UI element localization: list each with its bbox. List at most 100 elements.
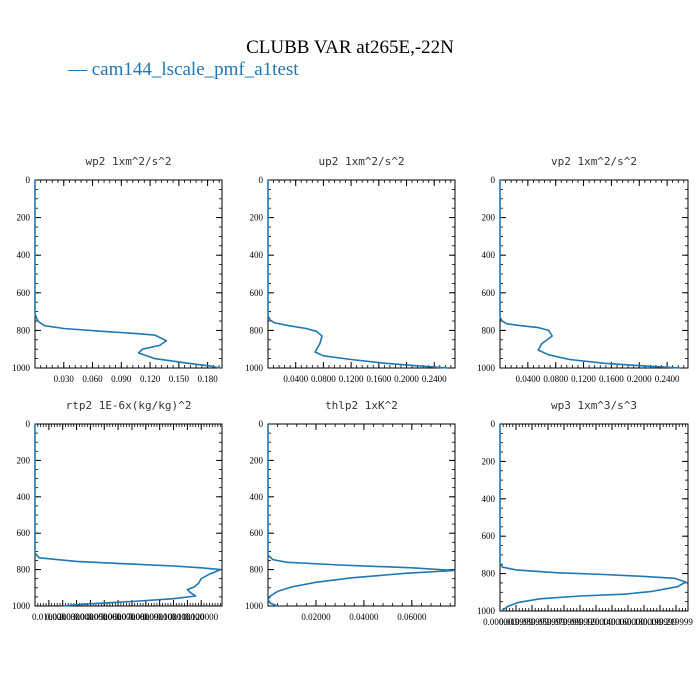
plot-frame bbox=[267, 423, 456, 607]
y-tick-label: 800 bbox=[482, 325, 496, 335]
y-tick-label: 400 bbox=[17, 250, 31, 260]
x-tick-label: 0.0400 bbox=[515, 374, 540, 384]
x-tick-label: 0.120000 bbox=[579, 617, 613, 627]
plot-frame bbox=[34, 423, 223, 607]
x-tick-label: 0.06000 bbox=[397, 612, 427, 622]
y-tick-label: 200 bbox=[250, 455, 264, 465]
chart-panel: vp2 1xm^2/s^2 0 200 400 600 800 1000 0.0400 0.08… bbox=[477, 155, 689, 384]
x-tick-label: 0.0400 bbox=[283, 374, 308, 384]
y-tick-label: 400 bbox=[17, 492, 31, 502]
y-tick-label: 0 bbox=[26, 175, 31, 185]
y-tick-label: 1000 bbox=[12, 601, 31, 611]
x-tick-label: 0.120000 bbox=[184, 612, 218, 622]
x-tick-label: 0.079999 bbox=[547, 617, 581, 627]
y-tick-label: 0 bbox=[491, 175, 496, 185]
x-tick-label: 0.1600 bbox=[366, 374, 391, 384]
x-tick-label: 0.110000 bbox=[171, 612, 205, 622]
x-tick-label: 0.180 bbox=[197, 374, 218, 384]
y-tick-label: 400 bbox=[482, 494, 496, 504]
x-tick-label: 0.010000 bbox=[32, 612, 66, 622]
x-tick-label: 0.059999 bbox=[531, 617, 565, 627]
y-tick-label: 200 bbox=[250, 213, 264, 223]
x-tick-label: 0.2000 bbox=[627, 374, 652, 384]
y-tick-label: 1000 bbox=[245, 363, 264, 373]
chart-panel: up2 1xm^2/s^2 0 200 400 600 800 1000 0.0400 0.08… bbox=[245, 155, 456, 384]
y-tick-label: 600 bbox=[17, 288, 31, 298]
y-tick-label: 800 bbox=[250, 325, 264, 335]
x-tick-label: 0.1200 bbox=[571, 374, 596, 384]
y-tick-label: 800 bbox=[250, 565, 264, 575]
x-tick-label: 0.219999 bbox=[659, 617, 693, 627]
plot-frame bbox=[499, 179, 689, 369]
x-tick-label: 0.020000 bbox=[46, 612, 80, 622]
y-tick-label: 600 bbox=[482, 288, 496, 298]
legend-line-icon: — bbox=[68, 59, 92, 80]
x-tick-label: 0.120 bbox=[140, 374, 161, 384]
x-tick-label: 0.150 bbox=[169, 374, 190, 384]
x-tick-label: 0.1600 bbox=[599, 374, 624, 384]
x-tick-label: 0.2400 bbox=[655, 374, 680, 384]
plot-frame bbox=[499, 423, 689, 612]
series-line bbox=[499, 180, 682, 369]
x-tick-label: 0.070000 bbox=[115, 612, 149, 622]
y-tick-label: 800 bbox=[17, 325, 31, 335]
y-tick-label: 0 bbox=[259, 175, 264, 185]
y-tick-label: 800 bbox=[482, 569, 496, 579]
y-tick-label: 600 bbox=[17, 528, 31, 538]
panel-title: vp2 1xm^2/s^2 bbox=[551, 155, 637, 168]
y-tick-label: 600 bbox=[250, 528, 264, 538]
x-tick-label: 0.1200 bbox=[339, 374, 364, 384]
plot-frame bbox=[267, 179, 456, 369]
x-tick-label: 0.100000 bbox=[157, 612, 191, 622]
y-tick-label: 600 bbox=[482, 531, 496, 541]
y-tick-label: 400 bbox=[250, 250, 264, 260]
chart-panel: rtp2 1E-6x(kg/kg)^2 0 200 400 600 800 10000.01… bbox=[12, 399, 223, 622]
chart-panel: thlp2 1xK^2 0 200 400 600 800 1000 0.02000 0.040… bbox=[245, 399, 456, 622]
panel-title: up2 1xm^2/s^2 bbox=[318, 155, 404, 168]
chart-panel: wp2 1xm^2/s^2 0 200 400 600 800 1000 0.030 0.060… bbox=[12, 155, 223, 384]
y-tick-label: 400 bbox=[482, 250, 496, 260]
x-tick-label: 0.090 bbox=[111, 374, 132, 384]
x-tick-label: 0.04000 bbox=[349, 612, 379, 622]
y-tick-label: 200 bbox=[482, 213, 496, 223]
x-tick-label: 0.0800 bbox=[311, 374, 336, 384]
panel-title: rtp2 1E-6x(kg/kg)^2 bbox=[66, 399, 192, 412]
y-tick-label: 200 bbox=[482, 456, 496, 466]
x-tick-label: 0.140000 bbox=[595, 617, 629, 627]
series-line bbox=[34, 424, 222, 607]
x-tick-label: 0.030 bbox=[54, 374, 75, 384]
x-tick-label: 0.02000 bbox=[301, 612, 331, 622]
series-line bbox=[267, 424, 456, 607]
x-tick-label: 0.2400 bbox=[422, 374, 447, 384]
x-tick-label: 0.039999 bbox=[515, 617, 549, 627]
x-tick-label: 0.0800 bbox=[543, 374, 568, 384]
x-tick-label: 0.080000 bbox=[129, 612, 163, 622]
x-tick-label: 0.060000 bbox=[101, 612, 135, 622]
panel-title: wp2 1xm^2/s^2 bbox=[85, 155, 171, 168]
x-tick-label: 0.180000 bbox=[627, 617, 661, 627]
series-line bbox=[267, 180, 449, 369]
x-tick-label: 0.030000 bbox=[60, 612, 94, 622]
x-tick-label: 0.040000 bbox=[74, 612, 108, 622]
y-tick-label: 0 bbox=[26, 419, 31, 429]
x-tick-label: 0.2000 bbox=[394, 374, 419, 384]
x-tick-label: 0.000000 bbox=[483, 617, 517, 627]
y-tick-label: 400 bbox=[250, 492, 264, 502]
x-tick-label: 0.090000 bbox=[143, 612, 177, 622]
y-tick-label: 1000 bbox=[477, 606, 496, 616]
y-tick-label: 1000 bbox=[12, 363, 31, 373]
y-tick-label: 600 bbox=[250, 288, 264, 298]
legend: — cam144_lscale_pmf_a1test bbox=[68, 59, 299, 81]
x-tick-label: 0.019999 bbox=[499, 617, 533, 627]
x-tick-label: 0.060 bbox=[82, 374, 103, 384]
y-tick-label: 1000 bbox=[477, 363, 496, 373]
x-tick-label: 0.199999 bbox=[643, 617, 677, 627]
chart-panel: wp3 1xm^3/s^3020040060080010000.0000000.… bbox=[477, 399, 693, 627]
x-tick-label: 0.050000 bbox=[87, 612, 121, 622]
page-title: CLUBB VAR at265E,-22N bbox=[246, 37, 454, 58]
y-tick-label: 200 bbox=[17, 213, 31, 223]
panel-title: wp3 1xm^3/s^3 bbox=[551, 399, 637, 412]
series-line bbox=[499, 424, 687, 612]
legend-label: cam144_lscale_pmf_a1test bbox=[91, 59, 299, 80]
